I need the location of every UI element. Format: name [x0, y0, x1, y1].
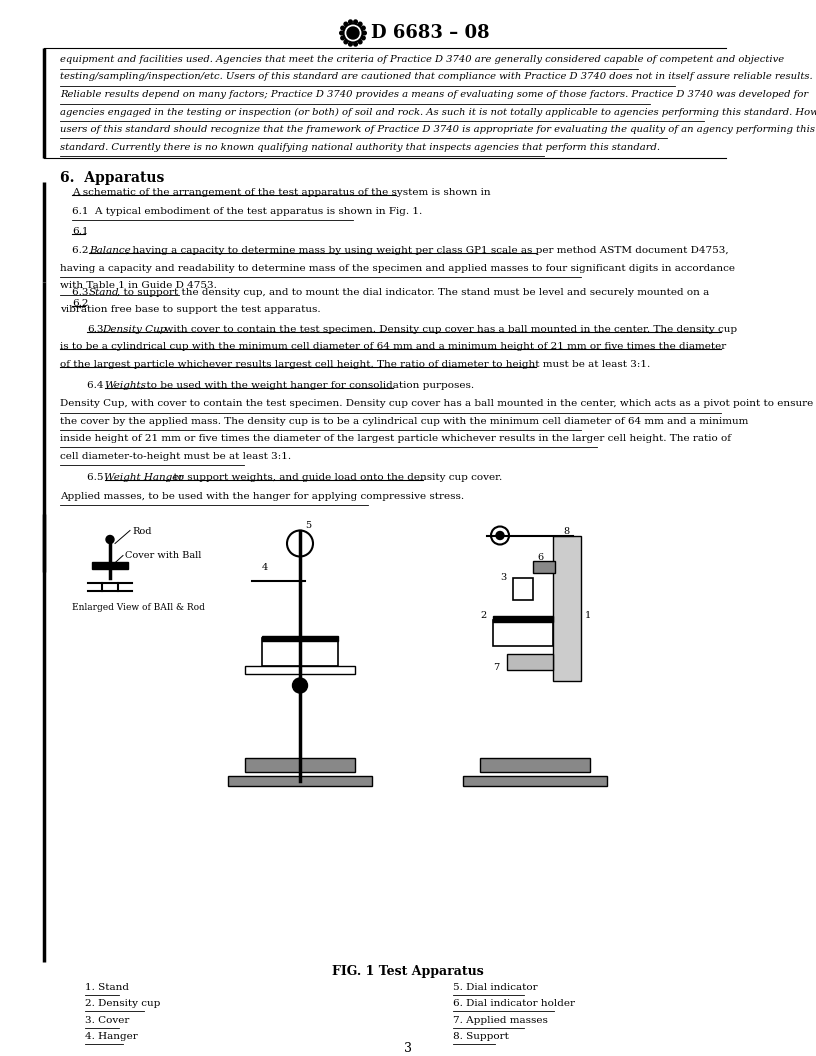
Text: 6.3: 6.3	[72, 288, 94, 297]
Text: 6.2: 6.2	[72, 299, 88, 308]
Text: , to be used with the weight hanger for consolidation purposes.: , to be used with the weight hanger for …	[140, 381, 475, 390]
Text: Weights: Weights	[104, 381, 147, 390]
Text: 7. Applied masses: 7. Applied masses	[453, 1016, 548, 1025]
Text: 3: 3	[500, 572, 506, 582]
Bar	[245, 757, 355, 772]
Circle shape	[358, 22, 362, 25]
Text: 3. Cover: 3. Cover	[85, 1016, 130, 1025]
Circle shape	[354, 20, 357, 23]
Text: 6.1  A typical embodiment of the test apparatus is shown in Fig. 1.: 6.1 A typical embodiment of the test app…	[72, 207, 422, 216]
Text: inside height of 21 mm or five times the diameter of the largest particle whiche: inside height of 21 mm or five times the…	[60, 434, 731, 444]
Bar	[533, 561, 555, 572]
Text: 5. Dial indicator: 5. Dial indicator	[453, 983, 538, 992]
Bar	[513, 578, 533, 600]
Text: of the largest particle whichever results largest cell height. The ratio of diam: of the largest particle whichever result…	[60, 360, 650, 369]
Bar	[228, 775, 372, 786]
Circle shape	[348, 20, 353, 23]
Circle shape	[341, 26, 344, 30]
Text: 6.1: 6.1	[72, 227, 88, 235]
Circle shape	[347, 27, 359, 39]
Circle shape	[341, 36, 344, 40]
Bar	[507, 654, 553, 670]
Text: Weight Hanger: Weight Hanger	[104, 473, 184, 483]
Text: with Table 1 in Guide D 4753.: with Table 1 in Guide D 4753.	[60, 282, 217, 290]
Text: Balance: Balance	[89, 246, 131, 254]
Text: 8: 8	[563, 528, 569, 536]
Text: 6: 6	[537, 552, 543, 562]
Text: A schematic of the arrangement of the test apparatus of the system is shown in: A schematic of the arrangement of the te…	[72, 188, 490, 197]
Bar	[262, 638, 338, 665]
Circle shape	[361, 36, 366, 40]
Text: Density Cup: Density Cup	[103, 325, 167, 334]
Circle shape	[348, 42, 353, 46]
Circle shape	[358, 40, 362, 43]
Text: 6.2: 6.2	[72, 246, 94, 254]
Text: 1: 1	[585, 610, 592, 620]
Text: , to support the density cup, and to mount the dial indicator. The stand must be: , to support the density cup, and to mou…	[117, 288, 709, 297]
Text: Rod: Rod	[132, 528, 152, 536]
Circle shape	[361, 26, 366, 30]
Text: , having a capacity to determine mass by using weight per class GP1 scale as per: , having a capacity to determine mass by…	[126, 246, 729, 254]
Text: D 6683 – 08: D 6683 – 08	[371, 24, 490, 42]
Text: the cover by the applied mass. The density cup is to be a cylindrical cup with t: the cover by the applied mass. The densi…	[60, 417, 748, 426]
Circle shape	[106, 535, 114, 544]
Text: , to support weights, and guide load onto the density cup cover.: , to support weights, and guide load ont…	[167, 473, 503, 483]
Text: 6. Dial indicator holder: 6. Dial indicator holder	[453, 999, 575, 1008]
Text: 7: 7	[493, 663, 499, 673]
Text: is to be a cylindrical cup with the minimum cell diameter of 64 mm and a minimum: is to be a cylindrical cup with the mini…	[60, 342, 726, 352]
Text: vibration free base to support the test apparatus.: vibration free base to support the test …	[60, 305, 321, 315]
Text: 6.4: 6.4	[87, 381, 109, 390]
Circle shape	[292, 678, 308, 693]
Text: 2: 2	[480, 610, 486, 620]
Text: users of this standard should recognize that the framework of Practice D 3740 is: users of this standard should recognize …	[60, 125, 815, 134]
Text: 6.3: 6.3	[87, 325, 104, 334]
Text: equipment and facilities used. Agencies that meet the criteria of Practice D 374: equipment and facilities used. Agencies …	[60, 55, 784, 64]
Text: Applied masses, to be used with the hanger for applying compressive stress.: Applied masses, to be used with the hang…	[60, 492, 464, 501]
Text: Cover with Ball: Cover with Ball	[125, 551, 202, 561]
Text: having a capacity and readability to determine mass of the specimen and applied : having a capacity and readability to det…	[60, 264, 735, 274]
Text: Stand: Stand	[89, 288, 120, 297]
Bar	[463, 775, 607, 786]
Text: Enlarged View of BAIl & Rod: Enlarged View of BAIl & Rod	[72, 603, 205, 611]
Bar	[92, 562, 128, 569]
Text: 5: 5	[305, 522, 311, 530]
Bar	[245, 665, 355, 674]
Text: 8. Support: 8. Support	[453, 1033, 509, 1041]
Text: , with cover to contain the test specimen. Density cup cover has a ball mounted : , with cover to contain the test specime…	[158, 325, 738, 334]
Text: 6.5: 6.5	[87, 473, 109, 483]
Text: testing/sampling/inspection/etc. Users of this standard are cautioned that compl: testing/sampling/inspection/etc. Users o…	[60, 73, 813, 81]
Text: agencies engaged in the testing or inspection (or both) of soil and rock. As suc: agencies engaged in the testing or inspe…	[60, 108, 816, 116]
Circle shape	[496, 531, 504, 540]
Text: 4: 4	[262, 563, 268, 571]
Circle shape	[344, 40, 348, 43]
Text: 1. Stand: 1. Stand	[85, 983, 129, 992]
Bar	[553, 535, 581, 680]
Text: FIG. 1 Test Apparatus: FIG. 1 Test Apparatus	[332, 965, 484, 978]
Circle shape	[344, 22, 348, 25]
Text: 4. Hanger: 4. Hanger	[85, 1033, 138, 1041]
Circle shape	[354, 42, 357, 46]
Text: 3: 3	[404, 1042, 412, 1055]
Bar	[480, 757, 590, 772]
Bar	[262, 636, 338, 641]
Circle shape	[339, 32, 344, 35]
Text: cell diameter-to-height must be at least 3:1.: cell diameter-to-height must be at least…	[60, 452, 291, 461]
Text: 6.  Apparatus: 6. Apparatus	[60, 171, 164, 185]
Circle shape	[362, 32, 366, 35]
Text: Reliable results depend on many factors; Practice D 3740 provides a means of eva: Reliable results depend on many factors;…	[60, 90, 808, 99]
Bar	[493, 620, 553, 645]
Text: Density Cup, with cover to contain the test specimen. Density cup cover has a ba: Density Cup, with cover to contain the t…	[60, 399, 816, 409]
Bar	[493, 616, 553, 622]
Text: 2. Density cup: 2. Density cup	[85, 999, 161, 1008]
Text: standard. Currently there is no known qualifying national authority that inspect: standard. Currently there is no known qu…	[60, 143, 660, 151]
